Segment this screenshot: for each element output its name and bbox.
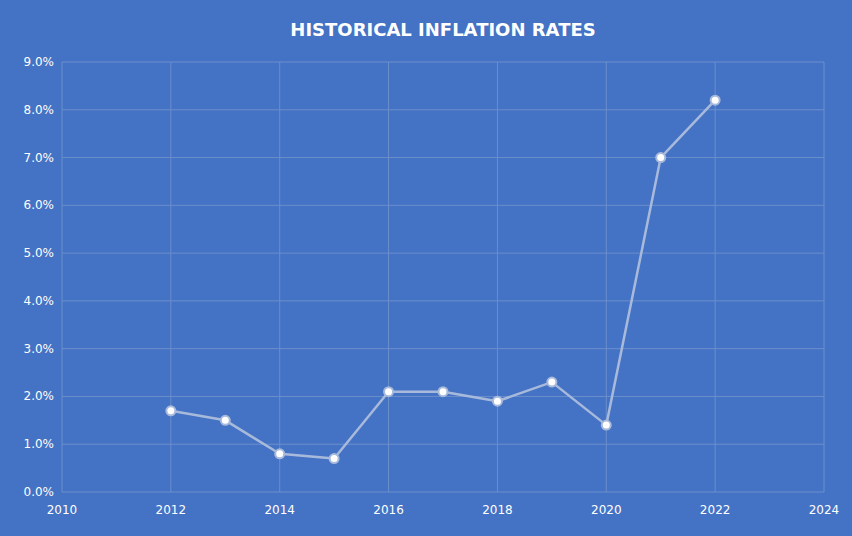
y-tick-label: 9.0% [24, 55, 55, 69]
point [493, 397, 502, 406]
point [166, 406, 175, 415]
point [439, 387, 448, 396]
y-tick-label: 8.0% [24, 103, 55, 117]
point [384, 387, 393, 396]
y-tick-label: 7.0% [24, 151, 55, 165]
y-grid-line [62, 444, 824, 445]
x-grid-line [388, 62, 389, 492]
point [275, 449, 284, 458]
x-tick-label: 2024 [809, 503, 840, 517]
point [330, 454, 339, 463]
y-grid-line [62, 253, 824, 254]
x-grid-line [715, 62, 716, 492]
y-grid-line [62, 109, 824, 110]
y-tick-label: 2.0% [24, 389, 55, 403]
x-grid-line [62, 62, 63, 492]
y-grid-line [62, 300, 824, 301]
point [221, 416, 230, 425]
x-grid-line [824, 62, 825, 492]
point [602, 421, 611, 430]
point [711, 96, 720, 105]
y-tick-label: 6.0% [24, 198, 55, 212]
y-tick-label: 3.0% [24, 342, 55, 356]
y-grid-line [62, 62, 824, 63]
chart: HISTORICAL INFLATION RATES 0.0% 1.0% 2.0% 3.… [0, 0, 852, 536]
x-grid-line [497, 62, 498, 492]
line [171, 100, 715, 458]
x-grid-line [170, 62, 171, 492]
x-tick-label: 2022 [700, 503, 731, 517]
title: HISTORICAL INFLATION RATES [290, 19, 595, 40]
y-tick-label: 5.0% [24, 246, 55, 260]
axes: 0.0% 1.0% 2.0% 3.0% 4.0% 5.0% 6.0% 7.0% 8.0% 9.0%… [24, 55, 840, 517]
point [656, 153, 665, 162]
x-tick-label: 2014 [264, 503, 295, 517]
y-grid-line [62, 205, 824, 206]
y-tick-label: 1.0% [24, 437, 55, 451]
y-grid-line [62, 492, 824, 493]
x-grid-line [279, 62, 280, 492]
y-tick-label: 4.0% [24, 294, 55, 308]
grid [62, 62, 824, 492]
x-tick-label: 2018 [482, 503, 513, 517]
y-grid-line [62, 157, 824, 158]
chart-container: HISTORICAL INFLATION RATES 0.0% 1.0% 2.0% 3.… [0, 0, 852, 536]
y-grid-line [62, 348, 824, 349]
point [547, 378, 556, 387]
x-tick-label: 2010 [47, 503, 78, 517]
x-tick-label: 2012 [156, 503, 187, 517]
background [0, 0, 852, 536]
y-tick-label: 0.0% [24, 485, 55, 499]
x-tick-label: 2020 [591, 503, 622, 517]
series [166, 96, 719, 463]
x-tick-label: 2016 [373, 503, 404, 517]
